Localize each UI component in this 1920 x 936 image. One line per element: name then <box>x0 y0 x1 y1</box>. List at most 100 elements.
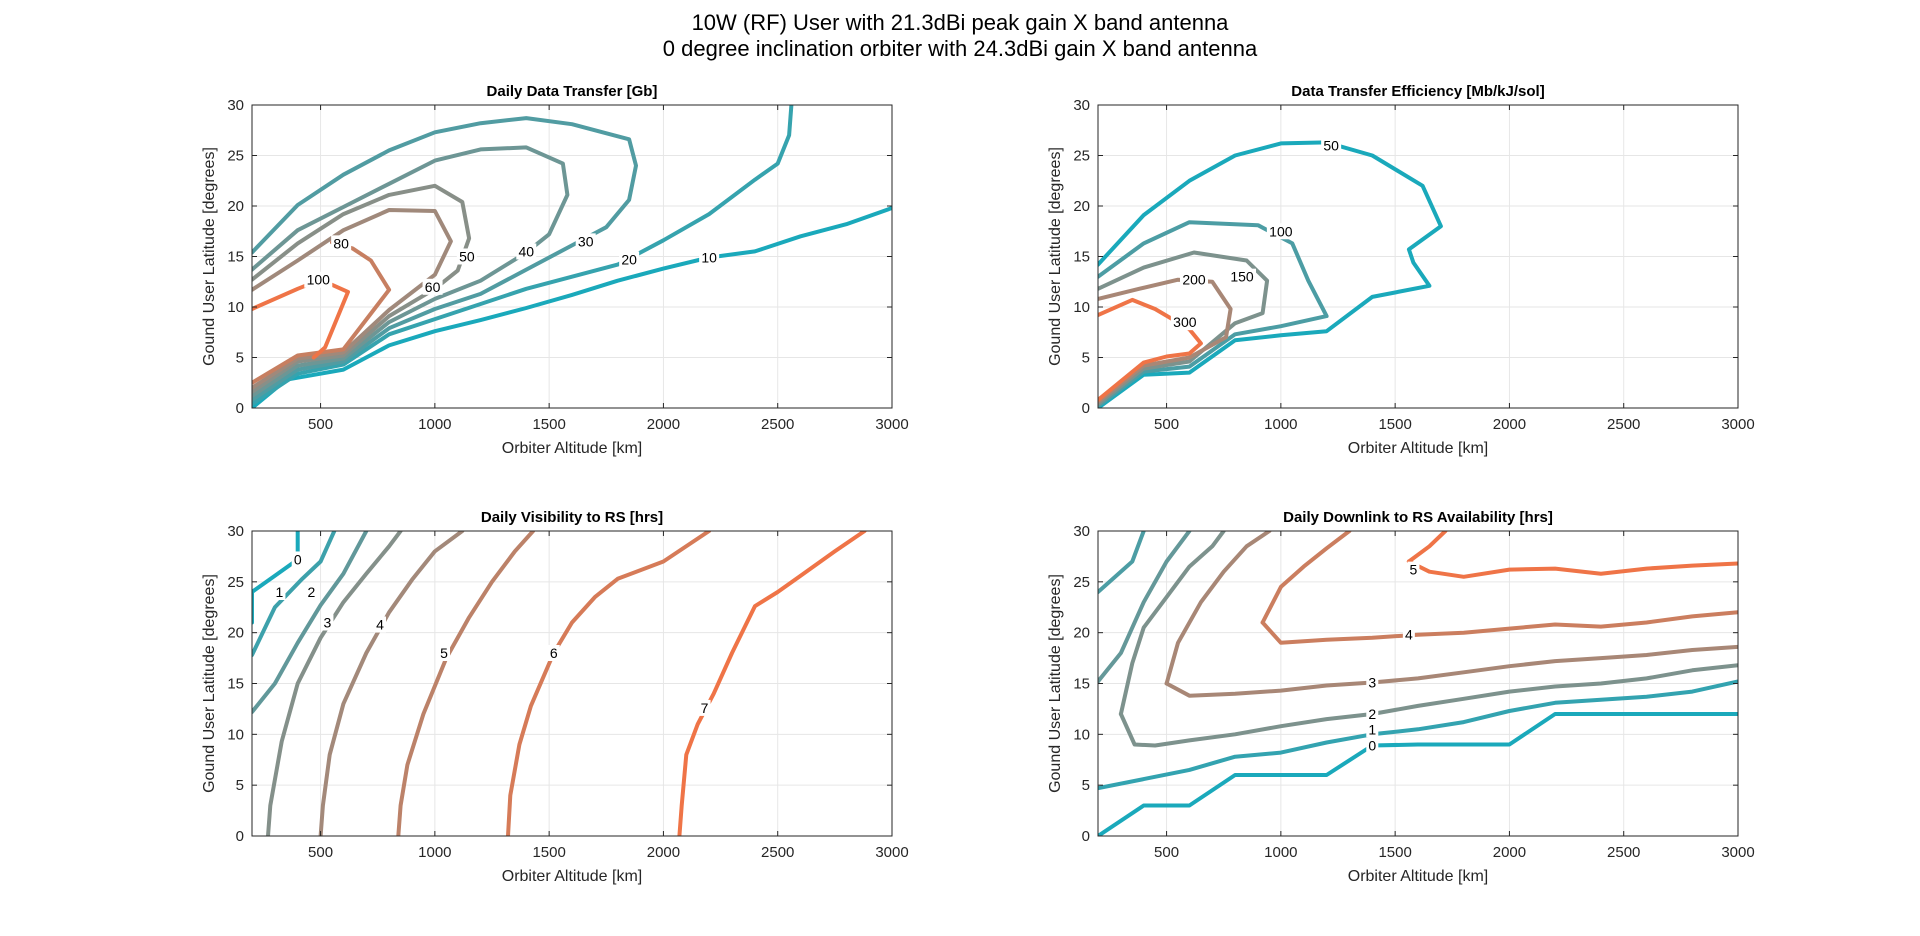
contour-label-20: 20 <box>621 252 637 268</box>
contour-line-1 <box>1098 531 1146 594</box>
contour-line-3 <box>1164 644 1738 698</box>
contour-label-1: 1 <box>276 584 284 600</box>
x-tick-label: 1000 <box>418 844 451 861</box>
y-tick-label: 5 <box>1082 350 1090 367</box>
contour-label-300: 300 <box>1173 314 1197 330</box>
contour-line-0 <box>252 531 300 625</box>
contour-label-150: 150 <box>1230 269 1254 285</box>
y-tick-label: 20 <box>227 625 244 642</box>
contour-label-bg <box>1228 268 1256 285</box>
contour-label-0: 0 <box>294 551 302 567</box>
contour-line-300 <box>1098 297 1203 402</box>
y-tick-label: 10 <box>1073 299 1090 316</box>
contour-line-4 <box>1260 610 1738 645</box>
x-tick-label: 2500 <box>761 416 794 433</box>
contour-label-bg <box>619 251 640 268</box>
contour-line-60 <box>252 208 453 390</box>
figure-title-line-2: 0 degree inclination orbiter with 24.3dB… <box>662 36 1258 61</box>
contour-label-5: 5 <box>440 645 448 661</box>
y-tick-label: 30 <box>1073 523 1090 540</box>
x-axis-label: Orbiter Altitude [km] <box>502 440 643 457</box>
contour-label-bg <box>1407 561 1420 578</box>
y-tick-label: 25 <box>227 574 244 591</box>
y-tick-label: 5 <box>1082 777 1090 794</box>
y-tick-label: 5 <box>236 350 244 367</box>
contour-line-150 <box>1098 250 1270 406</box>
x-tick-label: 2000 <box>1493 844 1526 861</box>
contour-line-1 <box>252 531 337 657</box>
contour-label-bg <box>1366 706 1379 722</box>
contour-line-5 <box>1406 559 1738 579</box>
y-tick-label: 10 <box>1073 726 1090 743</box>
subplot-title: Daily Visibility to RS [hrs] <box>481 509 663 526</box>
x-tick-label: 2000 <box>1493 416 1526 433</box>
contour-label-5: 5 <box>1410 562 1418 578</box>
contour-label-4: 4 <box>1405 627 1413 643</box>
y-tick-label: 0 <box>236 828 244 845</box>
contour-label-bg <box>1266 223 1295 240</box>
contour-label-bg <box>698 699 711 716</box>
contour-label-bg <box>331 235 352 252</box>
contour-label-200: 200 <box>1182 272 1206 288</box>
y-tick-label: 30 <box>227 523 244 540</box>
y-tick-label: 30 <box>227 97 244 114</box>
contour-line-0 <box>1098 712 1738 836</box>
x-tick-label: 1500 <box>1378 416 1411 433</box>
x-tick-label: 3000 <box>1721 416 1754 433</box>
contour-label-2: 2 <box>308 584 316 600</box>
contour-line-50 <box>252 183 472 394</box>
contour-label-bg <box>304 271 333 288</box>
contour-label-3: 3 <box>324 615 332 631</box>
contour-label-50: 50 <box>459 249 475 265</box>
contour-label-bg <box>305 584 318 600</box>
contour-label-2: 2 <box>1368 706 1376 722</box>
contour-line-40 <box>252 145 570 398</box>
contour-line-20 <box>252 105 794 406</box>
contour-line-2 <box>252 531 369 714</box>
contour-label-bg <box>1366 721 1379 738</box>
x-tick-label: 3000 <box>875 416 908 433</box>
subplot-title: Daily Data Transfer [Gb] <box>487 83 658 100</box>
y-tick-label: 15 <box>227 249 244 266</box>
y-tick-label: 0 <box>1082 828 1090 845</box>
contour-label-60: 60 <box>425 279 441 295</box>
contour-label-10: 10 <box>701 250 717 266</box>
x-tick-label: 3000 <box>875 844 908 861</box>
contour-line-10 <box>252 206 892 408</box>
x-tick-label: 500 <box>308 416 333 433</box>
contour-label-bg <box>422 278 443 295</box>
y-tick-label: 20 <box>1073 625 1090 642</box>
contour-label-bg <box>374 616 386 633</box>
y-tick-label: 0 <box>1082 400 1090 417</box>
x-axis-label: Orbiter Altitude [km] <box>1348 440 1489 457</box>
x-tick-label: 1500 <box>532 416 565 433</box>
figure-title-line-1: 10W (RF) User with 21.3dBi peak gain X b… <box>691 10 1229 35</box>
contour-label-bg <box>1366 737 1379 754</box>
contour-label-bg <box>1402 626 1415 643</box>
contour-label-6: 6 <box>550 645 558 661</box>
contour-label-bg <box>516 243 537 260</box>
contour-label-100: 100 <box>1269 223 1293 239</box>
contour-line-3 <box>1164 531 1272 686</box>
contour-line-4 <box>1260 531 1352 625</box>
contour-line-5 <box>1406 531 1448 564</box>
subplot-title: Daily Downlink to RS Availability [hrs] <box>1283 509 1553 526</box>
contour-label-bg <box>273 584 286 600</box>
y-tick-label: 25 <box>1073 148 1090 165</box>
y-axis-label: Gound User Latitude [degrees] <box>201 574 218 793</box>
contour-line-1-5 <box>1098 531 1192 684</box>
axes-box <box>251 530 893 837</box>
contour-line-0-5 <box>1098 679 1738 791</box>
contour-label-100: 100 <box>307 272 331 288</box>
contour-label-bg <box>699 249 720 266</box>
x-axis-label: Orbiter Altitude [km] <box>502 868 643 885</box>
x-tick-label: 1000 <box>418 416 451 433</box>
contour-line-3 <box>266 531 403 836</box>
contour-label-bg <box>575 233 596 250</box>
contour-label-bg <box>1170 314 1199 331</box>
subplot-title: Data Transfer Efficiency [Mb/kJ/sol] <box>1291 83 1544 100</box>
